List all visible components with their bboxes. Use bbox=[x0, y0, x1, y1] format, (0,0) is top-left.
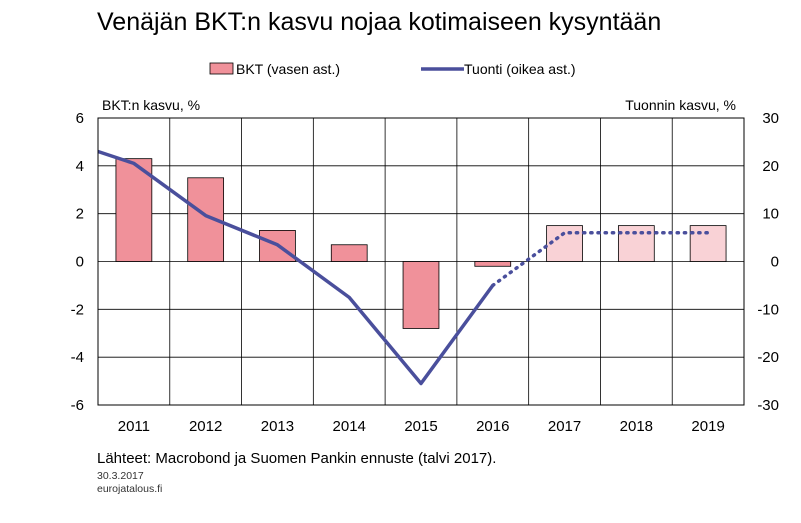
left-tick-label: 4 bbox=[76, 158, 84, 175]
site-name: eurojatalous.fi bbox=[97, 483, 163, 495]
publish-date: 30.3.2017 bbox=[97, 470, 144, 482]
line-series bbox=[97, 149, 710, 386]
x-tick-label-2012: 2012 bbox=[189, 418, 222, 435]
x-tick-labels: 2011 2012 2013 2014 2015 2016 2017 2018 2019 bbox=[118, 418, 725, 435]
legend-label-tuonti: Tuonti (oikea ast.) bbox=[464, 61, 576, 77]
right-axis-label: Tuonnin kasvu, % bbox=[625, 97, 736, 113]
bar-2019 bbox=[689, 225, 727, 262]
legend-swatch-bkt bbox=[209, 62, 234, 75]
x-tick-label-2011: 2011 bbox=[118, 418, 150, 435]
x-tick-label-2013: 2013 bbox=[261, 418, 294, 435]
right-tick-label: -10 bbox=[757, 301, 779, 318]
chart-title: Venäjän BKT:n kasvu nojaa kotimaiseen ky… bbox=[97, 8, 662, 36]
x-tick-label-2016: 2016 bbox=[476, 418, 509, 435]
right-tick-label: -20 bbox=[757, 349, 779, 366]
left-tick-label: 0 bbox=[76, 254, 84, 271]
bar-2014 bbox=[330, 244, 368, 262]
bar-2016 bbox=[474, 261, 512, 267]
left-tick-labels: 6 4 2 0 -2 -4 -6 bbox=[71, 110, 84, 414]
right-tick-label: 10 bbox=[762, 206, 779, 223]
left-tick-label: 2 bbox=[76, 206, 84, 223]
left-tick-label: 6 bbox=[76, 110, 84, 127]
left-tick-label: -6 bbox=[71, 397, 84, 414]
source-note: Lähteet: Macrobond ja Suomen Pankin ennu… bbox=[97, 450, 497, 467]
bars bbox=[115, 158, 727, 329]
x-tick-label-2018: 2018 bbox=[620, 418, 653, 435]
right-tick-label: -30 bbox=[757, 397, 779, 414]
right-tick-label: 20 bbox=[762, 158, 779, 175]
x-tick-label-2017: 2017 bbox=[548, 418, 581, 435]
x-tick-label-2015: 2015 bbox=[404, 418, 437, 435]
x-tick-label-2014: 2014 bbox=[333, 418, 366, 435]
right-tick-label: 30 bbox=[762, 110, 779, 127]
plot-frame bbox=[97, 117, 745, 406]
bar-2018 bbox=[617, 225, 655, 262]
left-tick-label: -2 bbox=[71, 301, 84, 318]
right-tick-labels: 30 20 10 0 -10 -20 -30 bbox=[757, 110, 779, 414]
bar-2011 bbox=[115, 158, 153, 262]
bar-2015 bbox=[402, 261, 440, 329]
line-tuonti-forecast bbox=[491, 231, 710, 288]
right-tick-label: 0 bbox=[771, 254, 779, 271]
x-tick-label-2019: 2019 bbox=[691, 418, 724, 435]
left-axis-label: BKT:n kasvu, % bbox=[102, 97, 200, 113]
left-tick-label: -4 bbox=[71, 349, 84, 366]
legend-label-bkt: BKT (vasen ast.) bbox=[236, 61, 340, 77]
